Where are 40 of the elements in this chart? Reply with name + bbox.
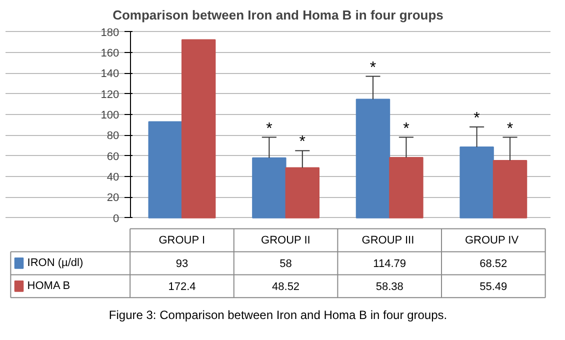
data-label: 68.52 — [480, 258, 508, 270]
y-tick-label: 180 — [100, 26, 120, 39]
y-tick-label: 100 — [100, 110, 120, 122]
y-tick-label: 120 — [100, 88, 120, 101]
annotation: * — [474, 110, 480, 127]
bar — [252, 157, 286, 218]
x-tick-label: GROUP II — [261, 234, 310, 246]
caption: Figure 3: Comparison between Iron and Homa B in four groups. — [108, 308, 448, 322]
annotation: * — [370, 59, 376, 76]
y-tick-label: 60 — [106, 150, 120, 163]
bar — [492, 160, 528, 218]
data-label: 58.38 — [376, 281, 404, 294]
data-label: 58 — [280, 258, 292, 270]
x-tick-label: GROUP I — [158, 234, 206, 246]
data-label: 55.49 — [480, 281, 508, 294]
data-label: 93 — [176, 258, 188, 270]
bar — [460, 146, 494, 218]
bar — [181, 39, 216, 218]
y-tick-label: 20 — [106, 192, 120, 204]
data-label: 114.79 — [373, 258, 406, 270]
data-label: 48.52 — [272, 281, 300, 294]
chart-title: Comparison between Iron and Homa B in four groups — [112, 8, 444, 22]
annotation: * — [299, 134, 306, 151]
legend-label: IRON (µ/dl) — [27, 257, 84, 270]
bar — [148, 121, 182, 218]
y-tick-label: 140 — [100, 68, 120, 80]
legend-label: HOMA B — [27, 280, 70, 292]
annotation: * — [506, 120, 514, 138]
x-tick-label: GROUP IV — [464, 234, 520, 246]
annotation: * — [403, 120, 410, 138]
bar — [356, 98, 390, 218]
x-tick-label: GROUP III — [362, 234, 414, 246]
y-tick-label: 80 — [106, 130, 120, 142]
y-tick-label: 40 — [106, 172, 120, 184]
bar — [389, 157, 424, 218]
y-tick-label: 0 — [112, 212, 120, 225]
annotation: * — [266, 120, 272, 138]
bar — [285, 167, 320, 218]
data-label: 172.4 — [168, 281, 196, 294]
y-tick-label: 160 — [100, 48, 120, 60]
